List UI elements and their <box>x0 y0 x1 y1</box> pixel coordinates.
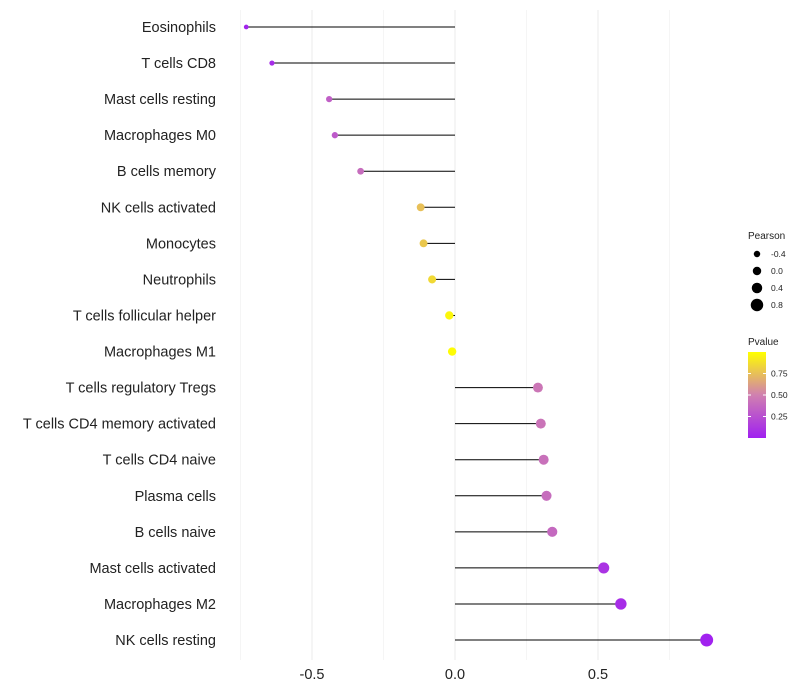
lollipop-point <box>419 239 428 248</box>
category-label: Plasma cells <box>135 489 216 505</box>
lollipop-stems <box>246 26 707 641</box>
category-label: NK cells resting <box>115 633 216 649</box>
lollipop-point <box>445 311 454 320</box>
lollipop-point <box>700 633 714 647</box>
lollipop-point <box>269 60 275 66</box>
legend-size-label: 0.0 <box>771 266 783 276</box>
lollipop-point <box>598 562 610 574</box>
legend-size-label: 0.4 <box>771 283 783 293</box>
category-label: Monocytes <box>146 236 216 252</box>
legend-color-title: Pvalue <box>748 337 779 348</box>
category-label: T cells follicular helper <box>73 308 216 324</box>
legend-color-label: 0.25 <box>771 412 788 422</box>
grid-lines <box>240 10 670 660</box>
legend-size-key <box>753 250 761 258</box>
legend-color-label: 0.75 <box>771 369 788 379</box>
legend-size-key <box>751 282 763 294</box>
lollipop-point <box>243 24 249 30</box>
lollipop-point <box>535 418 546 429</box>
category-label: NK cells activated <box>101 200 216 216</box>
category-label: Macrophages M0 <box>104 128 216 144</box>
category-label: Eosinophils <box>142 20 216 36</box>
x-tick-label: -0.5 <box>300 667 325 683</box>
legend: Pearson -0.4 0.0 0.4 0.8 Pvalue 0.75 0.50 0.2… <box>748 231 788 438</box>
lollipop-point <box>615 598 627 610</box>
legend-size-key <box>750 298 764 312</box>
lollipop-point <box>331 132 339 139</box>
category-label: Mast cells resting <box>104 92 216 108</box>
category-label: Macrophages M2 <box>104 597 216 613</box>
lollipop-point <box>532 382 543 393</box>
category-label: T cells CD4 naive <box>103 453 216 469</box>
legend-size-label: 0.8 <box>771 300 783 310</box>
lollipop-point <box>428 275 437 284</box>
category-label: B cells naive <box>135 525 216 541</box>
lollipop-point <box>357 167 365 175</box>
lollipop-point <box>447 347 457 356</box>
x-tick-label: 0.5 <box>588 667 608 683</box>
lollipop-points <box>243 24 714 647</box>
lollipop-point <box>541 490 552 501</box>
lollipop-point <box>326 96 333 103</box>
lollipop-point <box>416 203 425 212</box>
category-label: Mast cells activated <box>89 561 216 577</box>
legend-size-title: Pearson <box>748 231 785 242</box>
lollipop-point <box>538 454 549 465</box>
category-label: B cells memory <box>117 164 217 180</box>
category-label: Neutrophils <box>143 272 216 288</box>
legend-size-key <box>752 266 762 276</box>
category-labels: Eosinophils T cells CD8 Mast cells resting… <box>23 20 217 649</box>
category-label: T cells regulatory Tregs <box>66 381 216 397</box>
category-label: T cells CD8 <box>141 56 216 72</box>
legend-color-label: 0.50 <box>771 390 788 400</box>
legend-size-label: -0.4 <box>771 249 786 259</box>
x-tick-label: 0.0 <box>445 667 465 683</box>
category-label: Macrophages M1 <box>104 345 216 361</box>
x-axis-ticks: -0.5 0.0 0.5 <box>300 667 609 683</box>
lollipop-point <box>547 526 558 537</box>
legend-color-bar <box>748 352 766 438</box>
category-label: T cells CD4 memory activated <box>23 417 216 433</box>
